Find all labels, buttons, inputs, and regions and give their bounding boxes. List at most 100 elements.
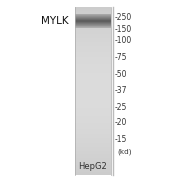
Bar	[75, 99, 111, 101]
Bar	[75, 63, 111, 64]
Bar	[75, 20, 111, 21]
Bar	[75, 42, 111, 43]
Bar	[75, 46, 111, 48]
Text: -250: -250	[114, 14, 132, 22]
Bar	[75, 70, 111, 71]
Bar	[75, 67, 111, 69]
Bar	[75, 156, 111, 158]
Bar	[75, 161, 111, 162]
Bar	[75, 26, 111, 27]
Bar	[75, 76, 111, 77]
Bar	[75, 141, 111, 143]
Bar	[75, 14, 111, 15]
Bar	[75, 172, 111, 173]
Bar	[75, 127, 111, 129]
Bar	[75, 124, 111, 126]
Bar	[75, 123, 111, 124]
Bar	[75, 38, 111, 39]
Bar	[75, 16, 111, 17]
Bar	[75, 59, 111, 60]
Bar	[75, 45, 111, 46]
Bar	[75, 94, 111, 95]
Bar	[75, 23, 111, 24]
Bar	[75, 154, 111, 155]
Text: HepG2: HepG2	[78, 162, 107, 171]
Bar	[75, 82, 111, 84]
Text: -75: -75	[114, 53, 127, 62]
Bar	[75, 44, 111, 45]
Bar	[75, 165, 111, 166]
Text: -25: -25	[114, 103, 127, 112]
Bar	[75, 60, 111, 62]
Text: -37: -37	[114, 86, 127, 95]
Bar	[75, 34, 111, 35]
Bar	[75, 109, 111, 111]
Bar	[75, 119, 111, 120]
Bar	[75, 105, 111, 106]
Bar	[75, 131, 111, 133]
Bar	[75, 22, 111, 23]
Bar	[75, 169, 111, 170]
Bar	[75, 21, 111, 22]
Bar	[75, 52, 111, 53]
Bar	[75, 41, 111, 42]
Text: MYLK: MYLK	[41, 16, 68, 26]
Bar	[75, 30, 111, 31]
Bar	[75, 84, 111, 85]
Bar	[75, 37, 111, 38]
Bar	[75, 126, 111, 127]
Bar	[75, 18, 111, 20]
Bar	[75, 163, 111, 165]
Bar	[75, 20, 111, 21]
Text: -150: -150	[114, 25, 132, 34]
Bar	[75, 133, 111, 134]
Bar	[75, 143, 111, 144]
Bar	[75, 9, 111, 10]
Bar	[75, 53, 111, 55]
Bar	[75, 103, 111, 105]
Bar	[75, 89, 111, 91]
Bar	[75, 91, 111, 92]
Bar	[75, 95, 111, 96]
Bar	[75, 17, 111, 18]
Text: -15: -15	[114, 135, 127, 144]
Bar	[75, 21, 111, 22]
Bar	[75, 77, 111, 78]
Bar	[75, 87, 111, 88]
Bar	[75, 48, 111, 49]
Bar	[75, 88, 111, 89]
Bar	[75, 15, 111, 17]
Bar	[75, 111, 111, 112]
Bar	[75, 162, 111, 163]
Bar	[75, 22, 111, 24]
Bar	[75, 137, 111, 138]
Bar	[75, 64, 111, 66]
Bar	[75, 39, 111, 41]
Bar	[75, 170, 111, 172]
Bar	[75, 18, 111, 19]
Bar	[75, 140, 111, 141]
Bar	[75, 136, 111, 137]
Bar	[75, 173, 111, 175]
Bar	[75, 155, 111, 156]
Bar	[75, 15, 111, 16]
Bar	[75, 73, 111, 74]
Text: -20: -20	[114, 118, 127, 127]
Bar	[75, 108, 111, 109]
Text: -50: -50	[114, 70, 127, 79]
Bar	[75, 49, 111, 50]
Bar	[75, 24, 111, 25]
Bar	[75, 25, 111, 27]
Bar	[75, 168, 111, 169]
Bar	[75, 101, 111, 102]
Bar	[75, 25, 111, 26]
Bar	[75, 96, 111, 98]
Bar	[75, 7, 111, 9]
Bar	[75, 31, 111, 32]
Bar	[75, 27, 111, 28]
Bar	[75, 69, 111, 70]
Text: -100: -100	[114, 36, 132, 45]
Bar	[75, 120, 111, 122]
Bar	[75, 138, 111, 140]
Bar	[75, 78, 111, 80]
